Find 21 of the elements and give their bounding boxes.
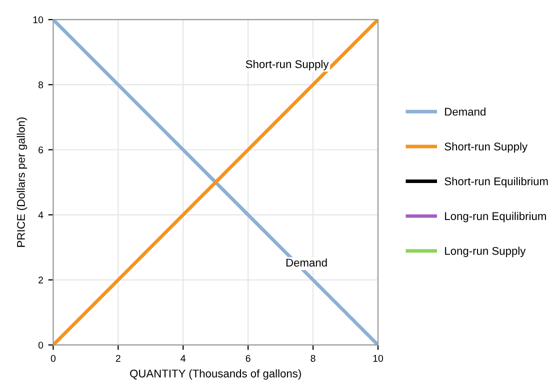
y-tick-label: 8 bbox=[38, 81, 44, 88]
legend-label: Long-run Equilibrium bbox=[445, 212, 546, 222]
x-axis-title: QUANTITY (Thousands of gallons) bbox=[130, 369, 301, 380]
y-axis-title: PRICE (Dollars per gallon) bbox=[16, 118, 28, 247]
x-tick-label: 10 bbox=[373, 354, 384, 362]
annotation: Short-run Supply bbox=[246, 60, 329, 70]
legend-label: Short-run Supply bbox=[444, 142, 528, 153]
x-tick-label: 4 bbox=[180, 355, 186, 362]
y-tick-label: 2 bbox=[38, 276, 43, 284]
y-tick-label: 0 bbox=[38, 342, 44, 349]
x-tick-label: 8 bbox=[310, 354, 316, 362]
x-tick-label: 6 bbox=[246, 354, 250, 362]
x-tick-label: 0 bbox=[50, 354, 56, 362]
y-tick-label: 10 bbox=[33, 16, 44, 24]
annotation: Demand bbox=[286, 258, 327, 267]
legend-label: Short-run Equilibrium bbox=[444, 177, 548, 188]
legend-label: Long-run Supply bbox=[445, 246, 526, 258]
y-tick-label: 6 bbox=[38, 146, 44, 154]
x-tick-label: 2 bbox=[116, 354, 120, 362]
y-tick-label: 4 bbox=[38, 212, 44, 218]
legend-label: Demand bbox=[445, 107, 486, 116]
